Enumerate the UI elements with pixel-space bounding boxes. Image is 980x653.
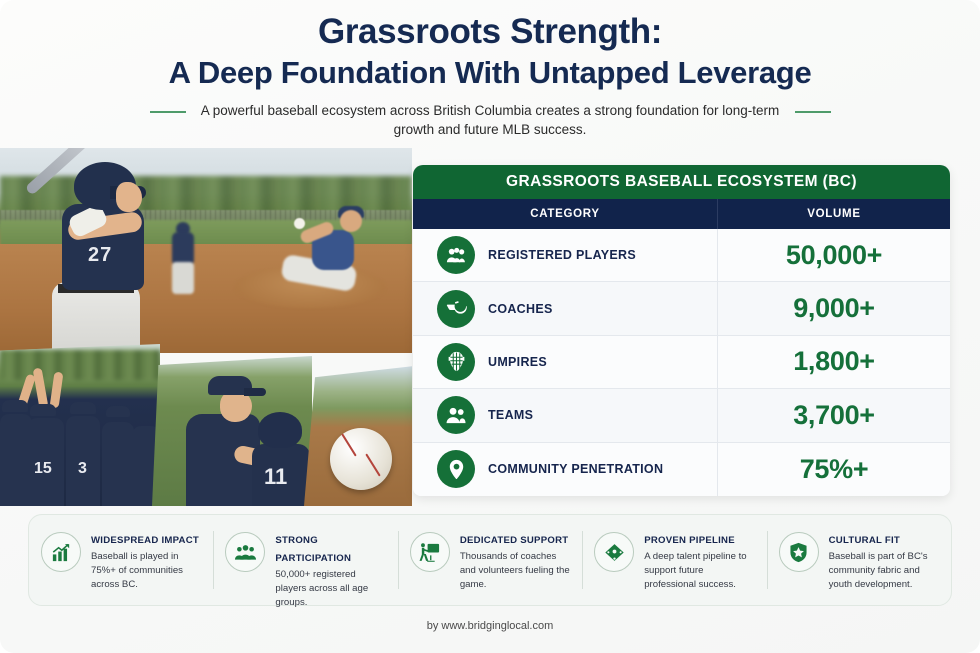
ecosystem-table: GRASSROOTS BASEBALL ECOSYSTEM (BC) CATEG… [413, 165, 950, 496]
feature-card-dedicated-support: DEDICATED SUPPORT Thousands of coaches a… [397, 527, 582, 593]
column-header-category: CATEGORY [413, 199, 718, 229]
photo-coach-with-player: 11 [152, 356, 312, 506]
subtitle-rule-right-icon [794, 110, 831, 113]
team-tree-line [0, 350, 160, 380]
table-cell-category: REGISTERED PLAYERS [413, 229, 718, 282]
table-cell-volume: 50,000+ [785, 239, 883, 270]
table-cell-volume: 3,700+ [793, 399, 875, 430]
team-player [102, 422, 134, 506]
coach-whiteboard-icon [409, 532, 450, 572]
photo-baseball-on-dirt [304, 366, 412, 506]
header: Grassroots Strength: A Deep Foundation W… [0, 0, 980, 148]
page-subtitle: A powerful baseball ecosystem across Bri… [200, 102, 780, 138]
umpire-mask-icon [437, 342, 475, 381]
users-group-icon [437, 236, 475, 275]
people-group-icon [225, 532, 266, 572]
player-helmet [258, 412, 302, 448]
feature-description: A deep talent pipeline to support future… [644, 551, 747, 591]
team-jersey-number: 15 [34, 460, 52, 477]
table-title: GRASSROOTS BASEBALL ECOSYSTEM (BC) [413, 165, 950, 199]
feature-title: STRONG PARTICIPATION [275, 535, 352, 564]
fielder-body [172, 232, 194, 266]
table-cell-category: COMMUNITY PENETRATION [413, 442, 718, 496]
feature-title: DEDICATED SUPPORT [459, 535, 569, 546]
team-player [0, 414, 32, 506]
table-cell-volume: 75%+ [799, 453, 869, 484]
coach-cap [208, 376, 252, 395]
batter-face [116, 182, 142, 212]
feature-text: WIDESPREAD IMPACT Baseball is played in … [91, 527, 201, 593]
subtitle-row: A powerful baseball ecosystem across Bri… [0, 101, 980, 140]
feature-text: STRONG PARTICIPATION 50,000+ registered … [275, 527, 385, 611]
feature-strip: WIDESPREAD IMPACT Baseball is played in … [28, 514, 952, 608]
column-header-volume: VOLUME [807, 208, 861, 220]
location-pin-icon [437, 450, 475, 489]
feature-card-cultural-fit: CULTURAL FIT Baseball is part of BC's co… [766, 527, 951, 593]
pitcher-head [340, 210, 362, 232]
page-title-line1: Grassroots Strength: [318, 12, 662, 51]
photo-team-high-five: 15 3 [0, 344, 160, 506]
table-header-row: CATEGORY VOLUME [413, 199, 950, 229]
shield-star-icon [778, 532, 819, 572]
feature-text: DEDICATED SUPPORT Thousands of coaches a… [460, 527, 570, 593]
team-player [28, 418, 64, 506]
category-label: TEAMS [488, 408, 534, 423]
baseball-in-air [294, 218, 305, 229]
team-player [66, 416, 100, 506]
player-cap [30, 404, 56, 416]
feature-card-strong-participation: STRONG PARTICIPATION 50,000+ registered … [213, 527, 397, 608]
table-row: COMMUNITY PENETRATION 75%+ [413, 442, 950, 496]
category-label: UMPIRES [488, 354, 548, 369]
fielder-legs [172, 262, 194, 294]
table-row: TEAMS 3,700+ [413, 389, 950, 443]
baseball-diamond-icon [594, 532, 635, 572]
table-cell-category: TEAMS [413, 389, 718, 442]
subtitle-rule-left-icon [149, 110, 186, 113]
bar-chart-growth-icon [41, 532, 81, 572]
table-row: UMPIRES 1,800+ [413, 335, 950, 390]
coach-cap-brim [244, 388, 266, 396]
page-title-line2: A Deep Foundation With Untapped Leverage [168, 54, 812, 90]
table-cell-category: COACHES [413, 282, 718, 335]
footer-credit: by www.bridginglocal.com [426, 620, 554, 632]
baseball-seam [341, 433, 357, 457]
table-row: REGISTERED PLAYERS 50,000+ [413, 229, 950, 283]
player-cap [2, 400, 28, 412]
table-row: COACHES 9,000+ [413, 282, 950, 336]
two-people-icon [437, 396, 475, 435]
feature-title: WIDESPREAD IMPACT [91, 535, 200, 546]
feature-description: Baseball is part of BC's community fabri… [828, 551, 928, 591]
player-cap [106, 406, 130, 417]
player-cap [70, 402, 96, 414]
category-label: COACHES [488, 301, 553, 316]
feature-title: CULTURAL FIT [828, 535, 901, 546]
feature-description: Thousands of coaches and volunteers fuel… [459, 551, 570, 591]
whistle-icon [437, 289, 475, 328]
baseball [330, 428, 392, 490]
feature-text: PROVEN PIPELINE A deep talent pipeline t… [644, 527, 754, 593]
feature-title: PROVEN PIPELINE [644, 535, 735, 546]
feature-description: 50,000+ registered players across all ag… [275, 569, 369, 609]
player-jersey-number: 11 [264, 464, 288, 489]
category-label: REGISTERED PLAYERS [488, 248, 637, 263]
table-cell-category: UMPIRES [413, 335, 718, 389]
feature-card-widespread-impact: WIDESPREAD IMPACT Baseball is played in … [29, 527, 213, 593]
feature-description: Baseball is played in 75%+ of communitie… [91, 551, 183, 591]
feature-card-proven-pipeline: PROVEN PIPELINE A deep talent pipeline t… [582, 527, 766, 593]
batter-pants [52, 282, 140, 353]
player-body [252, 444, 310, 506]
team-jersey-number: 3 [78, 460, 87, 477]
category-label: COMMUNITY PENETRATION [488, 462, 664, 477]
table-cell-volume: 9,000+ [793, 293, 875, 324]
photo-collage: 27 15 3 [0, 148, 412, 506]
table-cell-volume: 1,800+ [793, 346, 875, 377]
feature-text: CULTURAL FIT Baseball is part of BC's co… [829, 527, 939, 593]
photo-batter-at-plate: 27 [0, 148, 412, 353]
batter-jersey-number: 27 [88, 244, 113, 266]
baseball-seam [365, 453, 381, 477]
